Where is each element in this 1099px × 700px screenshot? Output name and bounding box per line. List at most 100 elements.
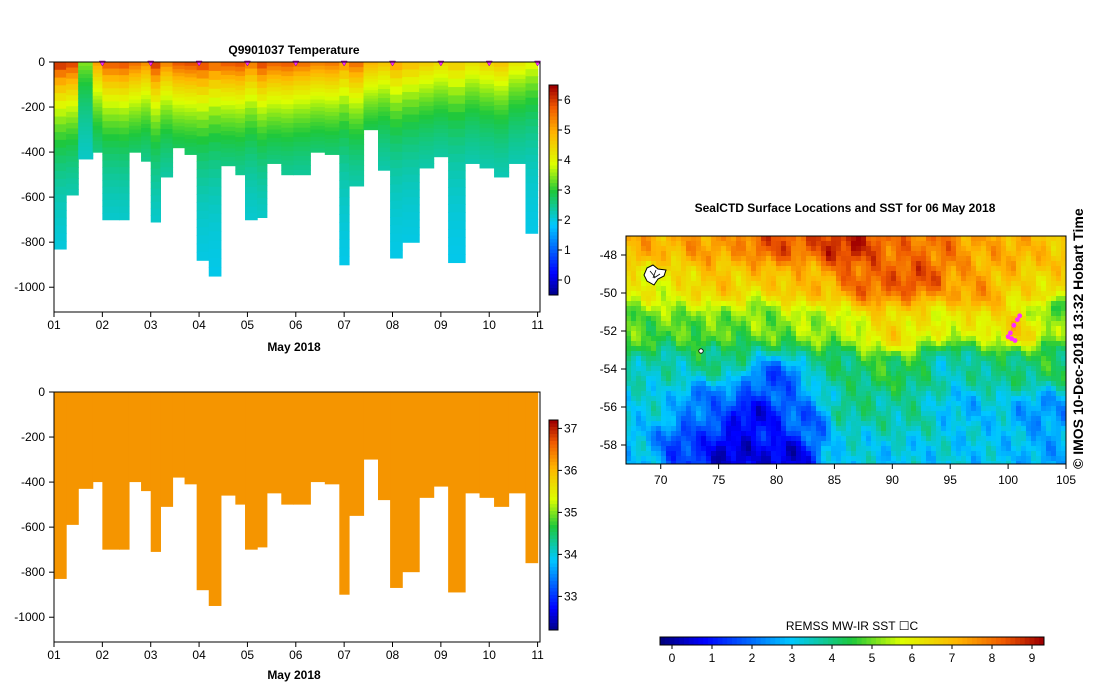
sst-cell — [746, 371, 752, 377]
sst-cell — [986, 266, 992, 272]
sst-cell — [931, 286, 937, 292]
sst-cell — [766, 401, 772, 407]
temperature-cell — [128, 137, 142, 142]
sst-cell — [946, 411, 952, 417]
sst-cell — [696, 256, 702, 262]
sst-cell — [1036, 416, 1042, 422]
temperature-cell — [128, 65, 142, 71]
temperature-cell — [324, 92, 340, 98]
sst-cell — [786, 361, 792, 367]
sst-cell — [846, 321, 852, 327]
colorbar-swatch — [549, 225, 558, 229]
sst-cell — [836, 416, 842, 422]
sst-cell — [721, 441, 727, 447]
sst-cell — [901, 256, 907, 262]
sst-cell — [936, 296, 942, 302]
sst-cell — [656, 301, 662, 307]
temperature-cell — [281, 122, 294, 129]
sst-cell — [1016, 351, 1022, 357]
sst-cell — [901, 311, 907, 317]
sst-cell — [766, 236, 772, 242]
sst-cell — [861, 286, 867, 292]
sst-cell — [841, 241, 847, 247]
sst-cell — [1031, 426, 1037, 432]
sst-cell — [686, 356, 692, 362]
temperature-cell — [119, 173, 130, 181]
sst-cell — [981, 376, 987, 382]
temperature-cell — [281, 85, 294, 91]
temperature-cell — [310, 99, 326, 104]
sst-cell — [876, 291, 882, 297]
sst-cell — [991, 401, 997, 407]
temperature-cell — [78, 154, 94, 160]
temperature-cell — [196, 86, 210, 96]
sst-cell — [976, 316, 982, 322]
temperature-x-axis: 01 02 03 04 05 06 07 08 09 10 11 — [47, 312, 544, 332]
sst-cell — [996, 376, 1002, 382]
sst-cell — [746, 281, 752, 287]
sst-cell — [911, 246, 917, 252]
sst-cell — [921, 381, 927, 387]
sst-cell — [1056, 366, 1062, 372]
sst-cell — [786, 391, 792, 397]
sst-cell — [1051, 331, 1057, 337]
sst-cell — [791, 346, 797, 352]
sst-cell — [731, 241, 737, 247]
sst-cell — [1021, 351, 1027, 357]
sst-cell — [941, 306, 947, 312]
sst-cell — [656, 321, 662, 327]
sst-cell — [1031, 371, 1037, 377]
sst-cell — [971, 236, 977, 242]
sst-cell — [816, 421, 822, 427]
sst-cell — [771, 411, 777, 417]
temperature-cell — [448, 120, 466, 130]
sst-cell — [781, 261, 787, 267]
sst-cell — [861, 241, 867, 247]
sst-cell — [646, 346, 652, 352]
sst-cell — [901, 236, 907, 242]
sst-cell — [651, 376, 657, 382]
temperature-cell — [208, 79, 222, 90]
sst-cell — [761, 316, 767, 322]
sst-cell — [641, 286, 647, 292]
sst-cell — [796, 276, 802, 282]
sst-cell — [766, 356, 772, 362]
sst-cell — [881, 331, 887, 337]
temperature-cell — [66, 145, 79, 152]
sst-cell — [866, 256, 872, 262]
temperature-cell — [465, 95, 481, 101]
temperature-cell — [339, 247, 350, 257]
sst-cell — [871, 261, 877, 267]
sst-cell — [726, 366, 732, 372]
colorbar-swatch — [549, 584, 558, 589]
sst-cell — [916, 396, 922, 402]
sst-cell — [931, 391, 937, 397]
sst-cell — [771, 356, 777, 362]
sst-cell — [851, 241, 857, 247]
sst-cell — [911, 416, 917, 422]
sst-cell — [936, 336, 942, 342]
sst-cell — [721, 251, 727, 257]
sst-cell — [666, 251, 672, 257]
sst-cell — [891, 271, 897, 277]
salinity-y-axis: 0-200-400-600-800-1000 — [14, 385, 54, 624]
sst-cell — [861, 256, 867, 262]
sst-cell — [886, 291, 892, 297]
sst-cell — [726, 301, 732, 307]
sst-cell — [801, 286, 807, 292]
salinity-profile — [66, 392, 79, 525]
sst-cell — [836, 436, 842, 442]
sst-cell — [1026, 341, 1032, 347]
sst-cell — [756, 431, 762, 437]
sst-cell — [806, 366, 812, 372]
sst-cell — [1016, 321, 1022, 327]
temperature-cell — [119, 127, 130, 135]
sst-cell — [956, 356, 962, 362]
sst-cell — [1061, 386, 1066, 392]
sst-cell — [996, 371, 1002, 377]
sst-cell — [796, 281, 802, 287]
sst-cell — [766, 431, 772, 437]
sst-cell — [891, 446, 897, 452]
sst-cell — [1026, 336, 1032, 342]
salinity-profile — [78, 392, 94, 489]
